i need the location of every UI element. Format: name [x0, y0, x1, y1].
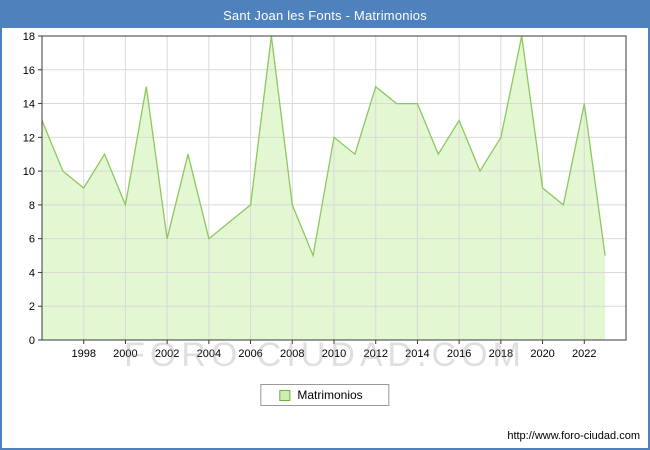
x-tick-label: 2004	[197, 348, 221, 360]
y-tick-label: 4	[29, 267, 35, 279]
y-tick-label: 14	[23, 99, 35, 111]
x-tick-label: 2002	[155, 348, 179, 360]
x-tick-label: 2010	[322, 348, 346, 360]
legend: Matrimonios	[260, 384, 390, 406]
y-tick-label: 18	[23, 31, 35, 43]
y-tick-label: 2	[29, 301, 35, 313]
chart-title-bar: Sant Joan les Fonts - Matrimonios	[2, 2, 648, 28]
site-url[interactable]: http://www.foro-ciudad.com	[507, 430, 640, 442]
legend-label: Matrimonios	[297, 388, 363, 402]
x-tick-label: 2008	[280, 348, 304, 360]
x-tick-label: 2018	[489, 348, 513, 360]
x-tick-label: 2020	[530, 348, 554, 360]
legend-swatch-icon	[279, 389, 291, 401]
area-fill	[42, 36, 606, 340]
series-line	[41, 35, 606, 258]
x-tick-label: 2022	[572, 348, 596, 360]
chart-title: Sant Joan les Fonts - Matrimonios	[223, 7, 427, 23]
y-tick-label: 12	[23, 132, 35, 144]
x-tick-label: 1998	[71, 348, 95, 360]
x-tick-label: 2012	[363, 348, 387, 360]
x-tick-label: 2014	[405, 348, 429, 360]
y-tick-label: 10	[23, 166, 35, 178]
x-tick-label: 2016	[447, 348, 471, 360]
x-tick-label: 2006	[238, 348, 262, 360]
y-tick-label: 16	[23, 65, 35, 77]
y-tick-label: 0	[29, 335, 35, 347]
y-tick-label: 6	[29, 234, 35, 246]
y-tick-label: 8	[29, 200, 35, 212]
x-tick-label: 2000	[113, 348, 137, 360]
